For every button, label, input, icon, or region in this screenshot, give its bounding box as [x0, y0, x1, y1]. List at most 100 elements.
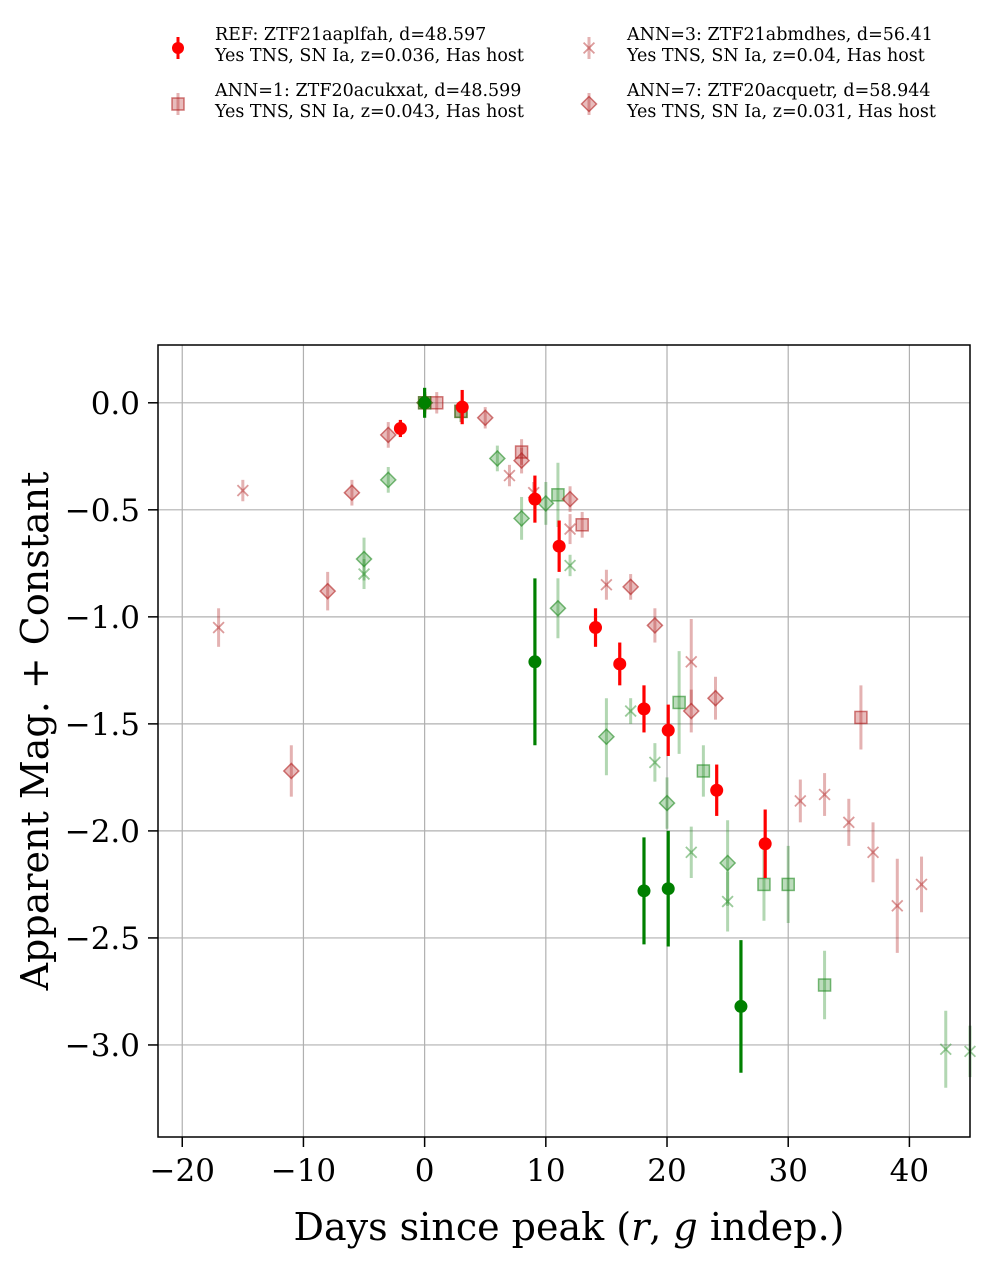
plot-frame — [157, 344, 971, 1138]
point-x — [503, 469, 516, 482]
legend-line2: Yes TNS, SN Ia, z=0.04, Has host — [626, 46, 925, 66]
x-tick-label: −20 — [150, 1153, 215, 1189]
y-tick-label: −3.0 — [65, 1028, 140, 1064]
point-circle — [637, 702, 651, 716]
point-diamond — [513, 452, 531, 470]
point-x — [939, 1043, 952, 1056]
point-circle — [455, 400, 469, 414]
point-diamond — [646, 616, 664, 634]
point-circle — [613, 657, 627, 671]
point-x — [842, 816, 855, 829]
point-circle — [710, 783, 724, 797]
x-axis-title-part: Days since peak ( — [294, 1205, 632, 1249]
point-square — [781, 877, 795, 892]
y-axis-title: Apparent Mag. + Constant — [13, 472, 57, 992]
point-x — [600, 578, 613, 591]
point-square — [817, 978, 832, 992]
point-square — [551, 488, 565, 502]
point-x — [891, 899, 904, 912]
series-2 — [212, 464, 977, 1088]
point-circle — [661, 882, 675, 896]
point-x — [818, 788, 831, 801]
point-circle — [528, 655, 542, 669]
point-x — [794, 794, 807, 807]
y-tick-label: 0.0 — [91, 386, 140, 422]
legend-line1: ANN=1: ZTF20acukxat, d=48.599 — [214, 81, 521, 101]
y-tick-label: −1.5 — [65, 707, 140, 743]
point-x — [564, 523, 577, 536]
y-tick-label: −2.5 — [65, 921, 140, 957]
point-diamond — [706, 689, 725, 707]
point-diamond — [658, 794, 676, 812]
x-tick-label: 30 — [768, 1153, 807, 1189]
point-x — [236, 484, 249, 497]
x-tick-label: 0 — [415, 1153, 435, 1189]
point-square — [854, 710, 868, 725]
point-diamond — [513, 509, 531, 527]
point-diamond — [622, 578, 640, 596]
point-diamond — [597, 728, 615, 746]
legend-line2: Yes TNS, SN Ia, z=0.031, Has host — [626, 102, 936, 122]
y-tick-label: −1.0 — [65, 600, 140, 636]
point-square — [514, 445, 529, 459]
data-marks — [212, 387, 977, 1088]
y-tick-label: −2.0 — [65, 814, 140, 850]
legend-line2: Yes TNS, SN Ia, z=0.043, Has host — [214, 102, 524, 122]
point-diamond — [319, 582, 337, 600]
point-square — [171, 97, 185, 111]
x-axis-title-part: indep.) — [698, 1205, 845, 1249]
point-circle — [637, 884, 651, 898]
point-x — [721, 895, 734, 908]
y-tick-label: −0.5 — [65, 493, 140, 529]
point-diamond — [719, 854, 737, 872]
point-circle — [589, 621, 603, 635]
point-x — [624, 704, 637, 718]
point-diamond — [282, 762, 300, 780]
point-diamond — [476, 409, 494, 427]
x-tick-label: −10 — [271, 1153, 336, 1189]
point-x — [685, 846, 698, 859]
series-3 — [282, 392, 737, 906]
point-diamond — [580, 95, 598, 113]
point-circle — [758, 837, 772, 851]
point-x — [564, 559, 577, 572]
point-x — [867, 846, 880, 859]
point-diamond — [343, 484, 361, 502]
legend-line1: ANN=7: ZTF20acquetr, d=58.944 — [626, 81, 931, 101]
point-x — [212, 621, 225, 634]
x-tick-label: 20 — [647, 1153, 686, 1189]
legend-line2: Yes TNS, SN Ia, z=0.036, Has host — [214, 46, 524, 66]
point-diamond — [561, 490, 579, 508]
point-diamond — [379, 471, 397, 489]
x-axis-title-part: r — [631, 1205, 652, 1249]
x-axis-title: Days since peak (r, g indep.) — [294, 1205, 845, 1249]
point-x — [582, 41, 596, 55]
x-axis-title-part: g — [673, 1205, 697, 1249]
point-x — [685, 655, 698, 668]
point-diamond — [682, 702, 700, 720]
point-x — [915, 878, 928, 891]
point-circle — [393, 421, 407, 435]
point-circle — [552, 539, 566, 553]
point-circle — [418, 396, 432, 410]
point-circle — [661, 723, 675, 737]
point-diamond — [549, 599, 567, 617]
axis-ticks: −20 −10 0 10 20 30 40 0.0 −0.5 −1.0 −1.5 −2.0 −2.5 −3… — [65, 386, 929, 1189]
point-square — [696, 764, 711, 778]
point-x — [357, 568, 371, 581]
point-diamond — [355, 550, 373, 568]
point-circle — [172, 42, 184, 54]
grid — [158, 345, 970, 1137]
point-square — [672, 695, 686, 710]
point-diamond — [488, 449, 506, 468]
x-tick-label: 10 — [526, 1153, 565, 1189]
legend-line1: ANN=3: ZTF21abmdhes, d=56.41 — [626, 25, 933, 45]
x-tick-label: 40 — [890, 1153, 929, 1189]
point-square — [575, 518, 589, 532]
